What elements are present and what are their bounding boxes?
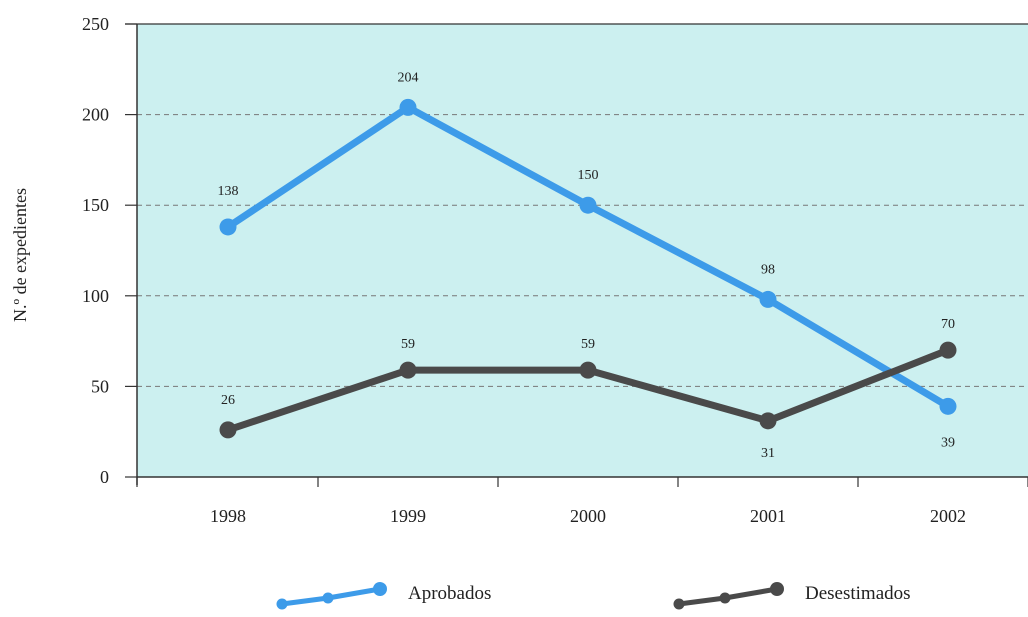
legend-swatch-point: [276, 598, 288, 610]
y-tick-label: 50: [91, 376, 109, 396]
data-point: [219, 218, 237, 236]
x-tick-label: 1998: [210, 506, 246, 526]
data-point: [939, 397, 957, 415]
legend-swatch-point: [673, 598, 685, 610]
x-tick-label: 2002: [930, 506, 966, 526]
data-label: 70: [941, 317, 955, 332]
data-label: 31: [761, 446, 775, 461]
data-label: 39: [941, 435, 955, 450]
data-point: [219, 421, 237, 439]
y-tick-label: 150: [82, 195, 109, 215]
legend-label: Desestimados: [805, 583, 911, 604]
y-tick-label: 250: [82, 14, 109, 34]
x-tick-label: 2000: [570, 506, 606, 526]
data-point: [579, 361, 597, 379]
y-tick-label: 0: [100, 467, 109, 487]
legend-swatch-point: [373, 582, 387, 596]
data-label: 150: [578, 168, 599, 183]
data-point: [939, 341, 957, 359]
data-point: [399, 98, 417, 116]
x-tick-label: 1999: [390, 506, 426, 526]
data-point: [579, 196, 597, 214]
y-tick-label: 200: [82, 105, 109, 125]
data-label: 26: [221, 393, 235, 408]
y-tick-label: 100: [82, 286, 109, 306]
data-point: [399, 361, 417, 379]
data-label: 59: [581, 337, 595, 352]
plot-area: [137, 24, 1028, 477]
legend-swatch-point: [322, 592, 334, 604]
data-label: 204: [398, 70, 419, 85]
data-label: 59: [401, 337, 415, 352]
legend-swatch-point: [719, 592, 731, 604]
y-axis-title: N.º de expedientes: [10, 188, 30, 322]
data-point: [759, 412, 777, 430]
legend-swatch-point: [770, 582, 784, 596]
data-label: 98: [761, 262, 775, 277]
legend-label: Aprobados: [408, 583, 491, 604]
data-point: [759, 290, 777, 308]
data-label: 138: [218, 184, 239, 199]
x-tick-label: 2001: [750, 506, 786, 526]
